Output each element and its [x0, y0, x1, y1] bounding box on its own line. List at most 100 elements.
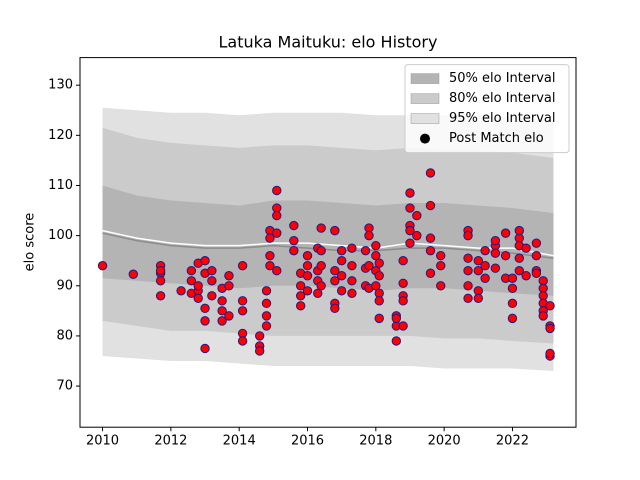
match-point	[405, 225, 415, 236]
match-point	[507, 298, 518, 309]
match-point	[405, 238, 415, 248]
match-point	[272, 266, 282, 276]
y-tick-label: 80	[56, 328, 73, 343]
match-point	[316, 281, 326, 291]
match-point	[480, 245, 490, 256]
match-point	[507, 313, 518, 324]
match-point	[412, 210, 422, 221]
legend-label: 80% elo Interval	[449, 91, 556, 106]
match-point	[289, 220, 299, 231]
y-tick-label: 100	[48, 228, 73, 243]
match-point	[128, 269, 138, 279]
match-point	[398, 321, 408, 331]
x-tick-label: 2016	[291, 434, 324, 449]
match-point	[473, 293, 484, 304]
match-point	[316, 261, 326, 271]
plot-frame	[79, 57, 577, 428]
match-point	[316, 245, 326, 256]
match-point	[155, 291, 166, 301]
y-tick-label: 90	[56, 278, 73, 293]
match-point	[507, 273, 518, 283]
match-point	[405, 203, 415, 213]
y-tick-label: 130	[48, 78, 73, 93]
match-point	[398, 296, 408, 306]
match-point	[272, 210, 282, 221]
match-point	[97, 261, 108, 271]
match-point	[374, 296, 384, 306]
match-point	[347, 261, 357, 271]
match-point	[473, 256, 484, 266]
match-point	[302, 261, 313, 271]
legend-label: 95% elo Interval	[449, 111, 556, 126]
match-point	[374, 271, 384, 281]
match-point	[207, 276, 217, 286]
match-point	[374, 258, 384, 268]
y-tick-label: 70	[56, 379, 73, 394]
match-point	[412, 230, 422, 241]
match-point	[336, 286, 347, 296]
match-point	[330, 276, 340, 286]
x-tick-label: 2022	[496, 434, 529, 449]
x-tick-label: 2018	[359, 434, 392, 449]
match-point	[425, 168, 436, 178]
match-point	[371, 250, 381, 261]
x-tick-label: 2020	[428, 434, 461, 449]
match-point	[261, 298, 272, 309]
chart-title: Latuka Maituku: elo History	[219, 33, 438, 52]
match-point	[155, 266, 166, 276]
y-tick-label: 120	[48, 128, 73, 143]
y-tick-label: 110	[48, 178, 73, 193]
match-point	[364, 230, 374, 241]
match-point	[480, 273, 490, 283]
match-point	[295, 291, 306, 301]
match-point	[347, 243, 357, 253]
match-point	[261, 321, 272, 331]
match-point	[531, 268, 542, 278]
legend-box	[404, 64, 570, 154]
match-point	[347, 288, 357, 299]
match-point	[186, 276, 197, 286]
match-point	[217, 296, 227, 306]
x-tick-label: 2012	[154, 434, 187, 449]
match-point	[265, 261, 275, 271]
match-point	[490, 263, 501, 273]
match-point	[200, 343, 210, 354]
match-point	[316, 223, 326, 233]
match-point	[295, 281, 306, 291]
match-point	[436, 261, 446, 271]
match-point	[330, 225, 340, 236]
match-point	[330, 303, 340, 314]
match-point	[265, 233, 275, 243]
match-point	[463, 253, 473, 263]
match-point	[176, 286, 186, 296]
x-tick-label: 2014	[223, 434, 256, 449]
y-axis-label: elo score	[23, 213, 38, 272]
match-point	[391, 336, 402, 346]
match-point	[265, 250, 275, 261]
match-point	[436, 250, 446, 261]
match-point	[193, 293, 203, 304]
legend-marker	[420, 133, 430, 144]
match-point	[272, 185, 282, 196]
match-point	[371, 240, 381, 251]
match-point	[261, 286, 272, 296]
match-point	[254, 331, 265, 341]
legend-label: Post Match elo	[449, 131, 544, 146]
match-point	[302, 250, 313, 261]
match-point	[425, 245, 436, 256]
match-point	[200, 256, 210, 266]
legend-swatch	[410, 73, 440, 84]
match-point	[463, 266, 473, 276]
match-point	[313, 288, 323, 299]
match-point	[425, 233, 436, 243]
match-point	[371, 281, 381, 291]
match-point	[500, 250, 511, 261]
match-point	[193, 281, 203, 291]
match-point	[224, 281, 234, 291]
match-point	[436, 281, 446, 291]
match-point	[217, 306, 227, 316]
x-tick-label: 2010	[86, 434, 119, 449]
match-point	[425, 200, 436, 211]
match-point	[200, 303, 210, 314]
